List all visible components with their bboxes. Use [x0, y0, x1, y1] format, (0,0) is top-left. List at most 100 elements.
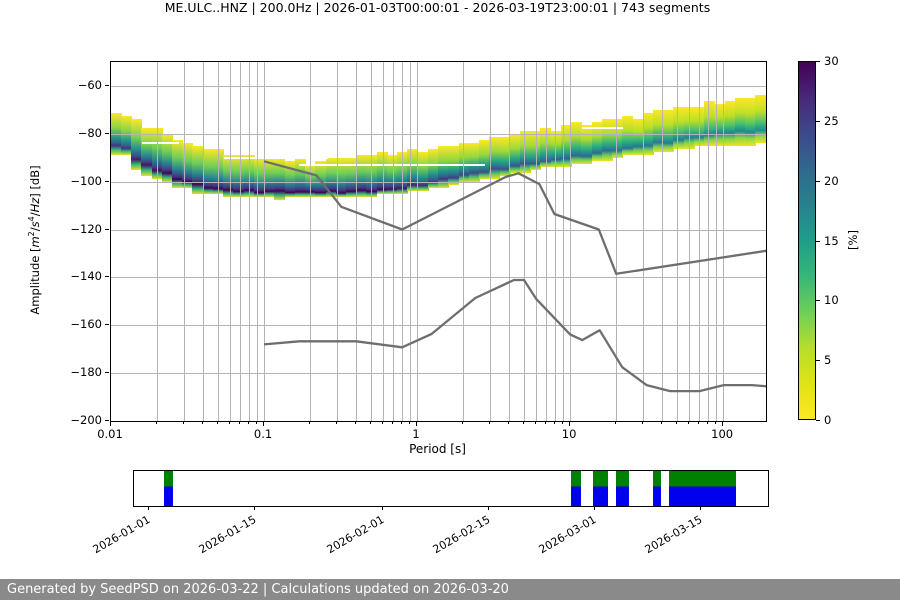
- y-gridline: [111, 373, 766, 375]
- coverage-segment: [653, 471, 661, 506]
- x-minor-tick-mark: [535, 421, 537, 424]
- x-minor-tick-mark: [248, 421, 250, 424]
- psd-histogram-column: [141, 128, 153, 176]
- psd-histogram-column: [161, 134, 173, 182]
- x-minor-tick-mark: [336, 421, 338, 424]
- chart-title: ME.ULC..HNZ | 200.0Hz | 2026-01-03T00:00…: [164, 0, 711, 15]
- psd-histogram-column: [560, 125, 572, 167]
- psd-histogram-column: [120, 116, 132, 155]
- psd-histogram-column: [653, 110, 665, 152]
- y-tick-mark: [105, 228, 109, 230]
- x-major-gridline: [417, 62, 419, 421]
- timeline-tick-mark: [148, 506, 150, 510]
- x-minor-gridline: [643, 62, 645, 421]
- timeline-date-label: 2026-03-15: [642, 513, 705, 557]
- x-minor-tick-mark: [392, 421, 394, 424]
- psd-histogram-column: [223, 155, 235, 197]
- x-axis-label: Period [s]: [409, 442, 466, 456]
- footer-bar: Generated by SeedPSD on 2026-03-22 | Cal…: [0, 579, 900, 600]
- x-minor-gridline: [616, 62, 618, 421]
- y-axis-label: Amplitude [m2/s4/Hz] [dB]: [27, 165, 42, 315]
- noise-model-high-line: [263, 160, 766, 275]
- psd-histogram-column: [632, 119, 644, 155]
- y-tick-label: −60: [77, 77, 102, 92]
- colorbar-tick-mark: [816, 61, 820, 62]
- x-minor-gridline: [337, 62, 339, 421]
- colorbar-tick-label: 0: [824, 413, 832, 427]
- y-tick-label: −140: [70, 269, 102, 284]
- x-minor-gridline: [536, 62, 538, 421]
- x-minor-tick-mark: [688, 421, 690, 424]
- x-minor-tick-mark: [554, 421, 556, 424]
- x-minor-gridline: [249, 62, 251, 421]
- coverage-segment: [593, 471, 609, 506]
- psd-histogram-column: [673, 107, 685, 149]
- x-minor-tick-mark: [676, 421, 678, 424]
- x-tick-label: 1: [412, 427, 420, 441]
- x-tick-label: 100: [711, 427, 734, 441]
- psd-histogram-column: [499, 137, 511, 176]
- psd-histogram-column: [489, 137, 501, 179]
- x-minor-tick-mark: [523, 421, 525, 424]
- psd-histogram-column: [253, 158, 265, 197]
- x-minor-tick-mark: [698, 421, 700, 424]
- y-gridline: [111, 229, 766, 231]
- x-minor-gridline: [356, 62, 358, 421]
- y-gridline: [111, 181, 766, 183]
- psd-histogram-column: [571, 122, 583, 164]
- colorbar-label: [%]: [846, 230, 860, 250]
- x-minor-gridline: [393, 62, 395, 421]
- colorbar-tick-mark: [816, 300, 820, 302]
- x-minor-gridline: [716, 62, 718, 421]
- x-minor-tick-mark: [229, 421, 231, 424]
- y-gridline: [111, 85, 766, 87]
- colorbar-tick-mark: [816, 360, 820, 362]
- noise-model-low-line: [263, 278, 766, 393]
- psd-histogram-column: [233, 155, 245, 197]
- x-minor-tick-mark: [370, 421, 371, 424]
- x-tick-mark: [722, 421, 724, 426]
- psd-histogram-column: [202, 149, 214, 194]
- timeline-tick-mark: [254, 506, 256, 510]
- x-minor-tick-mark: [409, 421, 411, 424]
- psd-histogram-column: [315, 161, 327, 197]
- x-minor-gridline: [689, 62, 691, 421]
- psd-histogram-column: [704, 101, 716, 146]
- psd-histogram-column: [663, 110, 675, 152]
- psd-histogram-column: [519, 131, 531, 173]
- x-minor-gridline: [563, 62, 565, 421]
- y-tick-mark: [105, 84, 109, 86]
- psd-histogram-column: [734, 98, 746, 146]
- timeline-date-label: 2026-02-01: [324, 513, 387, 557]
- x-minor-tick-mark: [355, 421, 357, 424]
- timeline-tick-mark: [382, 506, 384, 510]
- colorbar-tick-label: 25: [824, 113, 839, 128]
- x-minor-gridline: [383, 62, 385, 421]
- coverage-segment: [615, 471, 630, 506]
- psd-histogram-column: [612, 119, 624, 158]
- x-minor-gridline: [555, 62, 557, 421]
- x-minor-gridline: [257, 62, 259, 421]
- psd-histogram-column: [264, 158, 276, 197]
- noise-model-lines: [263, 160, 766, 393]
- histogram-gap-streak: [224, 157, 328, 160]
- psd-histogram-column: [325, 158, 337, 197]
- x-minor-gridline: [310, 62, 312, 421]
- x-minor-gridline: [184, 62, 186, 421]
- x-tick-mark: [569, 421, 571, 426]
- psd-histogram-column: [601, 119, 613, 161]
- x-minor-tick-mark: [707, 421, 709, 424]
- psd-histogram-column: [745, 98, 757, 146]
- x-minor-tick-mark: [401, 421, 403, 424]
- psd-histogram-column: [438, 146, 450, 188]
- footer-text: Generated by SeedPSD on 2026-03-22 | Cal…: [7, 582, 509, 597]
- timeline-date-label: 2026-02-15: [430, 513, 493, 557]
- x-minor-gridline: [402, 62, 404, 421]
- psd-histogram-column: [755, 95, 766, 143]
- x-minor-tick-mark: [489, 421, 491, 424]
- psd-histogram-column: [151, 128, 163, 179]
- x-minor-gridline: [509, 62, 511, 421]
- x-minor-tick-mark: [715, 421, 717, 424]
- x-minor-tick-mark: [615, 421, 617, 424]
- y-tick-mark: [105, 180, 109, 182]
